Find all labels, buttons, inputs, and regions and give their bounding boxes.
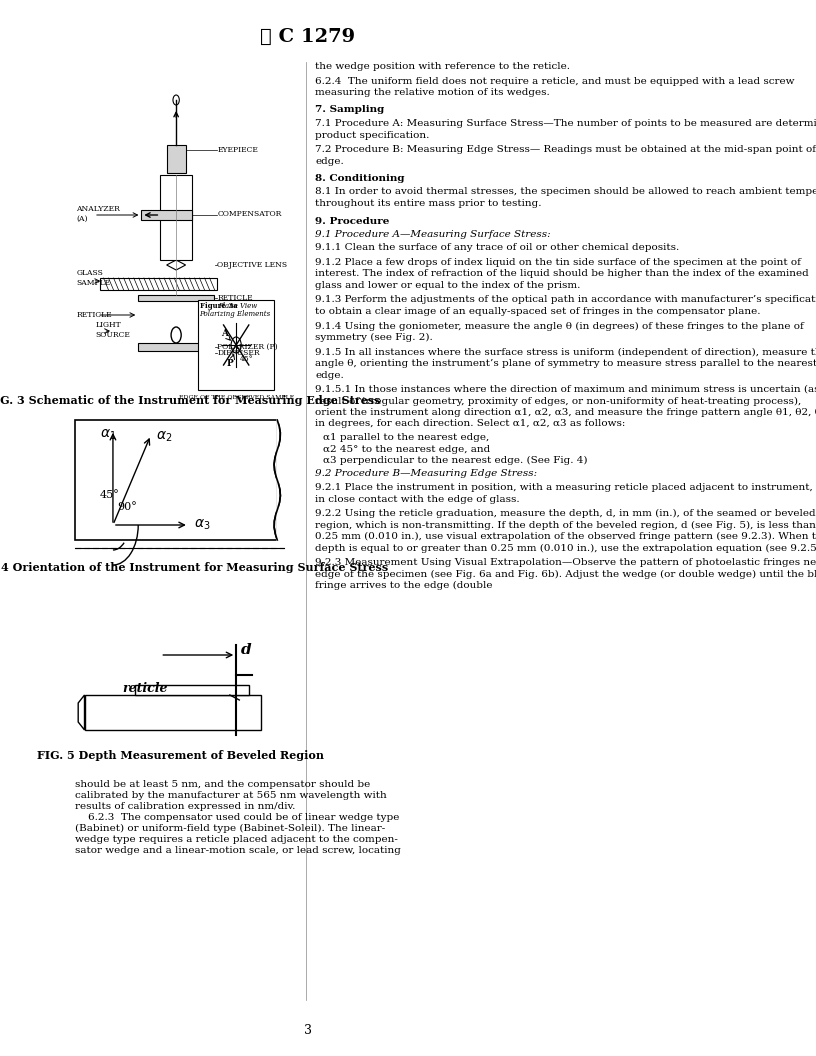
Bar [198, 300, 274, 390]
Text: calibrated by the manufacturer at 565 nm wavelength with: calibrated by the manufacturer at 565 nm… [75, 791, 387, 800]
Text: α2 45° to the nearest edge, and: α2 45° to the nearest edge, and [323, 445, 490, 453]
Text: Ⓖ C 1279: Ⓖ C 1279 [260, 29, 355, 46]
Text: 9.2 Procedure B—Measuring Edge Stress:: 9.2 Procedure B—Measuring Edge Stress: [315, 470, 537, 478]
Bar [135, 685, 249, 695]
Text: COMPENSATOR: COMPENSATOR [217, 210, 282, 218]
Text: 3: 3 [304, 1023, 312, 1037]
Text: 9.1.5 In all instances where the surface stress is uniform (independent of direc: 9.1.5 In all instances where the surface… [315, 347, 816, 357]
Text: the wedge position with reference to the reticle.: the wedge position with reference to the… [315, 62, 570, 71]
Bar [75, 420, 277, 540]
Text: 7. Sampling: 7. Sampling [315, 106, 384, 114]
Text: fringe arrives to the edge (double: fringe arrives to the edge (double [315, 581, 493, 590]
Bar [160, 175, 192, 260]
Text: $\alpha_3$: $\alpha_3$ [194, 517, 211, 532]
Text: edge.: edge. [315, 371, 344, 379]
Text: GLASS
SAMPLE: GLASS SAMPLE [76, 269, 110, 286]
Text: 9.2.1 Place the instrument in position, with a measuring reticle placed adjacent: 9.2.1 Place the instrument in position, … [315, 483, 816, 492]
Text: edge.: edge. [315, 156, 344, 166]
Text: ANALYZER
(A): ANALYZER (A) [76, 206, 120, 223]
Text: region, which is non-transmitting. If the depth of the beveled region, d (see Fi: region, which is non-transmitting. If th… [315, 521, 816, 530]
Text: wedge type requires a reticle placed adjacent to the compen-: wedge type requires a reticle placed adj… [75, 835, 398, 844]
Bar [85, 695, 261, 730]
Text: sator wedge and a linear-motion scale, or lead screw, locating: sator wedge and a linear-motion scale, o… [75, 846, 401, 855]
Polygon shape [166, 260, 185, 270]
Bar [166, 145, 185, 173]
Text: orient the instrument along direction α1, α2, α3, and measure the fringe pattern: orient the instrument along direction α1… [315, 408, 816, 417]
Text: (Babinet) or uniform-field type (Babinet-Soleil). The linear-: (Babinet) or uniform-field type (Babinet… [75, 824, 385, 833]
Text: 45°: 45° [239, 355, 253, 363]
Text: Figure 3a: Figure 3a [200, 302, 242, 310]
Text: 9.1.3 Perform the adjustments of the optical path in accordance with manufacture: 9.1.3 Perform the adjustments of the opt… [315, 296, 816, 304]
Text: 6.2.3  The compensator used could be of linear wedge type: 6.2.3 The compensator used could be of l… [75, 813, 399, 822]
Text: 7.2 Procedure B: Measuring Edge Stress— Readings must be obtained at the mid-spa: 7.2 Procedure B: Measuring Edge Stress— … [315, 145, 816, 154]
Text: 45°: 45° [100, 490, 120, 499]
Text: 9.1.1 Clean the surface of any trace of oil or other chemical deposits.: 9.1.1 Clean the surface of any trace of … [315, 244, 680, 252]
Text: $\alpha_2$: $\alpha_2$ [156, 430, 172, 445]
Text: glass and lower or equal to the index of the prism.: glass and lower or equal to the index of… [315, 281, 580, 290]
Text: 90°: 90° [117, 502, 137, 512]
Bar [100, 278, 217, 290]
Text: in degrees, for each direction. Select α1, α2, α3 as follows:: in degrees, for each direction. Select α… [315, 419, 626, 429]
Text: FIG. 3 Schematic of the Instrument for Measuring Edge Stress: FIG. 3 Schematic of the Instrument for M… [0, 395, 380, 406]
Text: 8.1 In order to avoid thermal stresses, the specimen should be allowed to reach : 8.1 In order to avoid thermal stresses, … [315, 188, 816, 196]
Text: 9.2.3 Measurement Using Visual Extrapolation—Observe the pattern of photoelastic: 9.2.3 Measurement Using Visual Extrapola… [315, 558, 816, 567]
Text: POLARIZER (P): POLARIZER (P) [217, 343, 277, 351]
Text: α3 perpendicular to the nearest edge. (See Fig. 4): α3 perpendicular to the nearest edge. (S… [323, 456, 588, 465]
Text: interest. The index of refraction of the liquid should be higher than the index : interest. The index of refraction of the… [315, 269, 809, 279]
Text: symmetry (see Fig. 2).: symmetry (see Fig. 2). [315, 333, 433, 342]
Text: should be at least 5 nm, and the compensator should be: should be at least 5 nm, and the compens… [75, 780, 370, 789]
Text: Polarizing Elements: Polarizing Elements [200, 310, 271, 318]
Text: 0.25 mm (0.010 in.), use visual extrapolation of the observed fringe pattern (se: 0.25 mm (0.010 in.), use visual extrapol… [315, 532, 816, 541]
Text: in close contact with the edge of glass.: in close contact with the edge of glass. [315, 494, 520, 504]
Text: A: A [221, 328, 228, 338]
Text: product specification.: product specification. [315, 131, 429, 139]
Text: OBJECTIVE LENS: OBJECTIVE LENS [217, 261, 287, 269]
Text: edge of the specimen (see Fig. 6a and Fig. 6b). Adjust the wedge (or double wedg: edge of the specimen (see Fig. 6a and Fi… [315, 569, 816, 579]
Text: 8. Conditioning: 8. Conditioning [315, 174, 405, 183]
Text: LIGHT
SOURCE: LIGHT SOURCE [95, 321, 130, 339]
Polygon shape [78, 695, 85, 730]
Text: EDGE OF THE OBSERVED SAMPLE: EDGE OF THE OBSERVED SAMPLE [179, 395, 294, 400]
Text: to obtain a clear image of an equally-spaced set of fringes in the compensator p: to obtain a clear image of an equally-sp… [315, 307, 761, 316]
Text: results of calibration expressed in nm/div.: results of calibration expressed in nm/d… [75, 802, 295, 811]
Bar [138, 295, 214, 301]
Text: 9.1.4 Using the goniometer, measure the angle θ (in degrees) of these fringes to: 9.1.4 Using the goniometer, measure the … [315, 321, 804, 331]
Text: FIG. 5 Depth Measurement of Beveled Region: FIG. 5 Depth Measurement of Beveled Regi… [37, 750, 324, 761]
Text: 9.1.2 Place a few drops of index liquid on the tin side surface of the specimen : 9.1.2 Place a few drops of index liquid … [315, 258, 801, 267]
Text: 6.2.4  The uniform field does not require a reticle, and must be equipped with a: 6.2.4 The uniform field does not require… [315, 76, 795, 86]
Text: Plane View: Plane View [219, 302, 258, 310]
Text: 7.1 Procedure A: Measuring Surface Stress—The number of points to be measured ar: 7.1 Procedure A: Measuring Surface Stres… [315, 119, 816, 128]
Text: FIG. 4 Orientation of the Instrument for Measuring Surface Stress: FIG. 4 Orientation of the Instrument for… [0, 562, 388, 573]
Text: 9. Procedure: 9. Procedure [315, 216, 389, 226]
Bar [141, 210, 192, 220]
Text: result of irregular geometry, proximity of edges, or non-uniformity of heat-trea: result of irregular geometry, proximity … [315, 396, 801, 406]
Text: 9.2.2 Using the reticle graduation, measure the depth, d, in mm (in.), of the se: 9.2.2 Using the reticle graduation, meas… [315, 509, 816, 518]
Text: angle θ, orienting the instrument’s plane of symmetry to measure stress parallel: angle θ, orienting the instrument’s plan… [315, 359, 816, 367]
Text: DIFFUSER: DIFFUSER [217, 348, 259, 357]
Text: α1 parallel to the nearest edge,: α1 parallel to the nearest edge, [323, 433, 489, 442]
Text: 9.1 Procedure A—Measuring Surface Stress:: 9.1 Procedure A—Measuring Surface Stress… [315, 230, 551, 239]
Text: reticle: reticle [122, 682, 168, 695]
Text: 9.1.5.1 In those instances where the direction of maximum and minimum stress is : 9.1.5.1 In those instances where the dir… [315, 385, 816, 394]
Text: P: P [227, 358, 233, 367]
Text: d: d [242, 643, 252, 657]
Text: measuring the relative motion of its wedges.: measuring the relative motion of its wed… [315, 88, 550, 97]
Text: EYEPIECE: EYEPIECE [217, 146, 258, 154]
Text: throughout its entire mass prior to testing.: throughout its entire mass prior to test… [315, 199, 542, 208]
Text: RETICLE: RETICLE [217, 294, 253, 302]
Bar [138, 343, 214, 351]
Text: $\alpha_1$: $\alpha_1$ [100, 428, 116, 442]
Text: RETICLE: RETICLE [76, 312, 112, 319]
Text: depth is equal to or greater than 0.25 mm (0.010 in.), use the extrapolation equ: depth is equal to or greater than 0.25 m… [315, 544, 816, 552]
